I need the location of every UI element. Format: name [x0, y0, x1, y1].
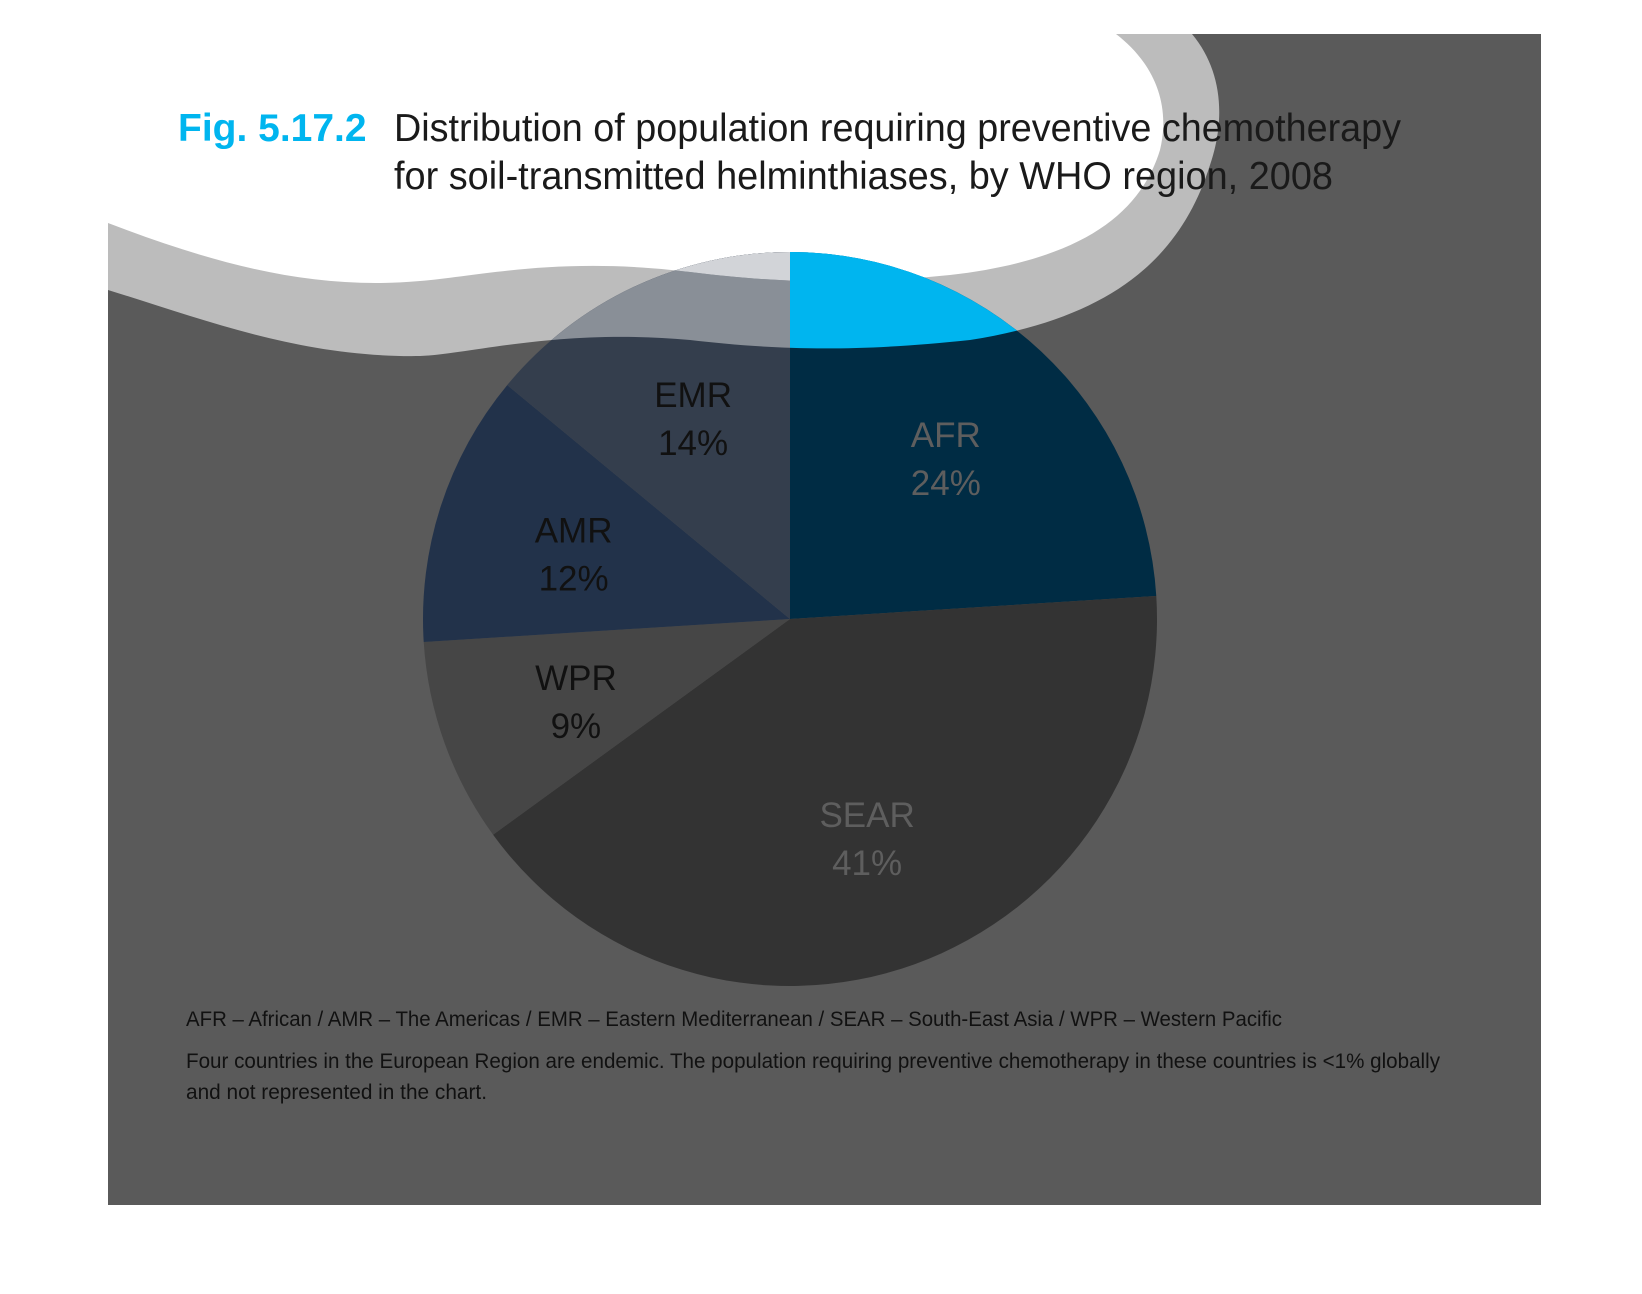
slice-label-emr: EMR	[654, 376, 732, 415]
pie-slice-amr	[422, 385, 790, 643]
swoosh-white	[0, 0, 1642, 283]
slice-label-afr: AFR	[911, 416, 981, 455]
figure-title-line2: for soil-transmitted helminthiases, by W…	[394, 155, 1333, 198]
slice-value-afr: 24%	[911, 464, 981, 503]
region-legend-note: AFR – African / AMR – The Americas / EMR…	[186, 1008, 1282, 1031]
slice-label-sear: SEAR	[819, 796, 914, 835]
pie-slice-wpr	[423, 619, 790, 835]
figure-title-line1: Distribution of population requiring pre…	[394, 107, 1401, 150]
slice-value-sear: 41%	[832, 844, 902, 883]
figure-label: Fig. 5.17.2	[178, 107, 367, 150]
slice-value-wpr: 9%	[551, 707, 602, 746]
slice-value-emr: 14%	[658, 424, 728, 463]
footnote-line1: Four countries in the European Region ar…	[186, 1050, 1440, 1073]
footnote-line2: and not represented in the chart.	[186, 1081, 487, 1104]
slice-label-amr: AMR	[535, 512, 613, 551]
pie-slice-afr-highlight	[790, 252, 1157, 357]
pie-chart: AFR 24% SEAR 41% WPR 9% AMR 12% EMR 14%	[422, 252, 1158, 987]
pie-slice-emr	[507, 252, 790, 619]
slice-value-amr: 12%	[539, 560, 609, 599]
pie-slice-sear	[493, 595, 1158, 987]
slice-label-wpr: WPR	[535, 659, 617, 698]
